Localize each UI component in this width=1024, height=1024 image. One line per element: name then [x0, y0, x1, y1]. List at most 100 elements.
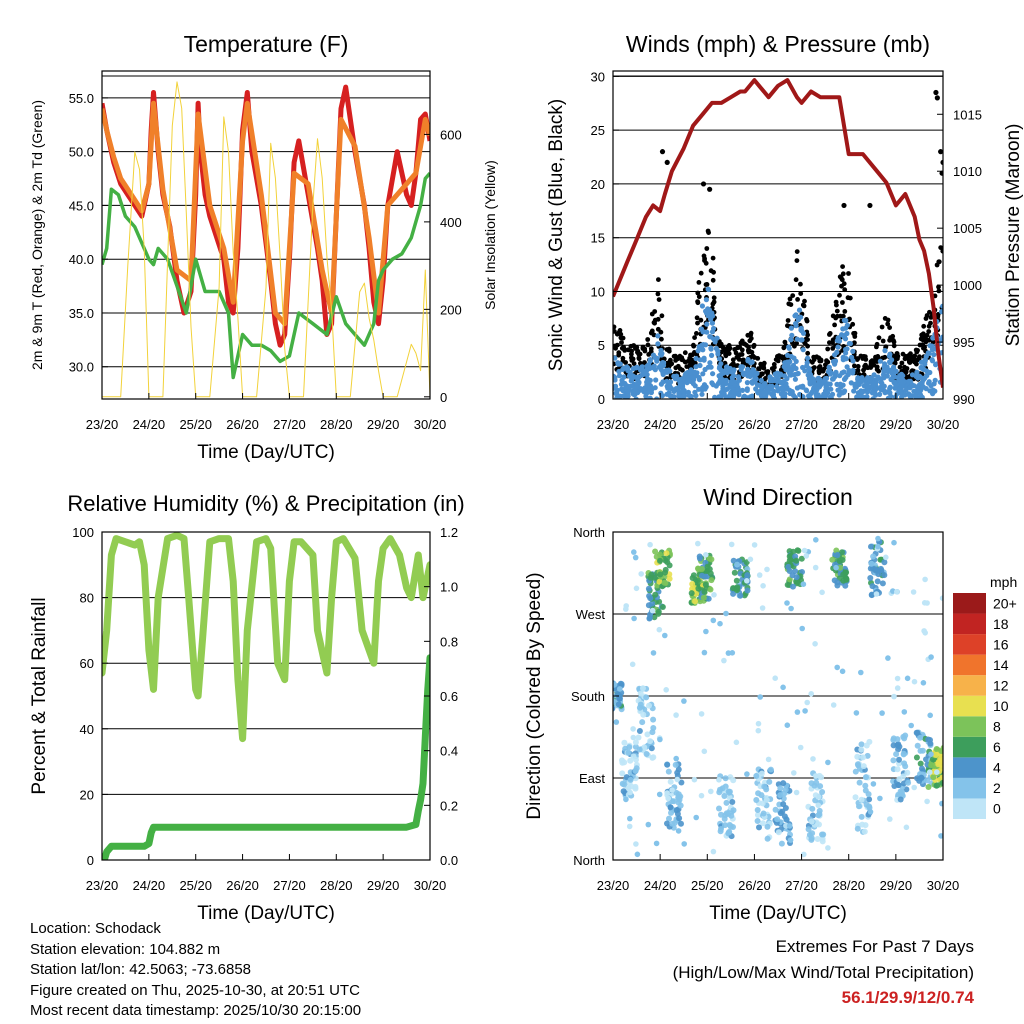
wind-point: [756, 382, 763, 388]
direction-point: [942, 767, 943, 771]
direction-point: [659, 604, 666, 610]
wind-point: [844, 322, 850, 328]
wind-point: [800, 364, 806, 371]
direction-point: [763, 796, 770, 803]
gust-point: [803, 336, 809, 342]
wind-point: [800, 347, 806, 353]
latlon-text: Station lat/lon: 42.5063; -73.6858: [30, 961, 252, 978]
recent-timestamp-text: Most recent data timestamp: 2025/10/30 2…: [30, 1002, 362, 1019]
direction-point: [877, 795, 883, 802]
gust-point: [642, 360, 647, 365]
wind-point: [794, 385, 801, 391]
wind-point: [823, 384, 829, 391]
humidity-plot-area: [102, 532, 430, 860]
wind-point: [898, 379, 905, 386]
direction-point: [633, 585, 640, 592]
direction-point: [858, 741, 865, 748]
direction-point: [693, 590, 700, 597]
direction-point: [924, 777, 931, 784]
wind-point: [736, 377, 743, 383]
wind-point: [747, 373, 753, 379]
direction-point: [647, 595, 654, 602]
wind-point: [703, 297, 710, 303]
gust-point: [899, 360, 905, 366]
direction-point: [797, 744, 804, 751]
gust-point: [922, 344, 927, 350]
direction-point: [691, 776, 698, 783]
gust-point: [939, 170, 943, 176]
direction-point: [666, 575, 673, 582]
gust-point: [851, 331, 856, 336]
direction-point: [813, 779, 820, 786]
gust-point: [936, 259, 942, 265]
wind-point: [701, 355, 707, 361]
wind-point: [724, 367, 730, 373]
direction-point: [927, 712, 933, 719]
wind-point: [881, 374, 887, 381]
wind-point: [927, 388, 933, 394]
winds-ytick-label: 15: [591, 231, 605, 246]
direction-point: [813, 537, 819, 543]
wind-point: [791, 355, 797, 361]
series-total-rainfall: [102, 654, 430, 860]
direction-point: [934, 769, 940, 775]
winds-y2tick-label: 1005: [953, 221, 982, 236]
direction-point: [729, 650, 736, 656]
humidity-ylabel: Percent & Total Rainfall: [29, 597, 50, 794]
direction-point: [780, 684, 786, 691]
direction-point: [640, 711, 647, 718]
direction-point: [854, 825, 861, 832]
wind-point: [650, 352, 657, 358]
direction-point: [723, 799, 730, 806]
wind-point: [705, 286, 712, 293]
direction-point: [860, 763, 867, 770]
gust-point: [623, 360, 628, 365]
wind-point: [807, 379, 813, 385]
direction-point: [623, 796, 629, 803]
direction-point: [881, 572, 888, 579]
humidity-xtick-label: 29/20: [367, 878, 400, 893]
direction-point: [764, 566, 770, 573]
wind-direction-xtick-label: 26/20: [738, 878, 771, 893]
gust-point: [805, 332, 810, 338]
wind-point: [843, 317, 849, 324]
gust-point: [933, 89, 939, 96]
humidity-panel: [101, 531, 431, 861]
direction-point: [837, 564, 844, 571]
wind-point: [805, 355, 811, 361]
direction-point: [904, 675, 911, 682]
wind-point: [667, 393, 673, 399]
direction-point: [647, 541, 653, 548]
wind-point: [708, 364, 714, 370]
direction-point: [643, 751, 650, 757]
direction-point: [727, 774, 734, 781]
wind-point: [706, 307, 712, 313]
direction-point: [646, 614, 653, 621]
gust-point: [785, 318, 791, 323]
direction-point: [669, 820, 676, 827]
wind-point: [660, 360, 666, 366]
direction-point: [692, 598, 698, 605]
wind-point: [859, 389, 865, 395]
direction-point: [737, 592, 744, 599]
gust-point: [793, 277, 799, 283]
direction-point: [928, 751, 934, 757]
wind-point: [811, 381, 818, 387]
direction-point: [865, 791, 872, 798]
winds-panel: [612, 70, 944, 400]
direction-point: [868, 560, 875, 567]
gust-point: [921, 335, 927, 340]
winds-ytick-label: 25: [591, 123, 605, 138]
direction-point: [747, 556, 754, 563]
gust-point: [658, 329, 664, 335]
direction-point: [808, 818, 815, 825]
gust-point: [613, 343, 618, 349]
direction-point: [634, 851, 641, 858]
direction-point: [772, 806, 779, 813]
gust-point: [792, 343, 797, 349]
gust-point: [842, 287, 848, 293]
direction-point: [627, 789, 633, 796]
wind-point: [848, 380, 854, 386]
wind-point: [843, 350, 849, 356]
temperature-frame: [101, 70, 431, 400]
